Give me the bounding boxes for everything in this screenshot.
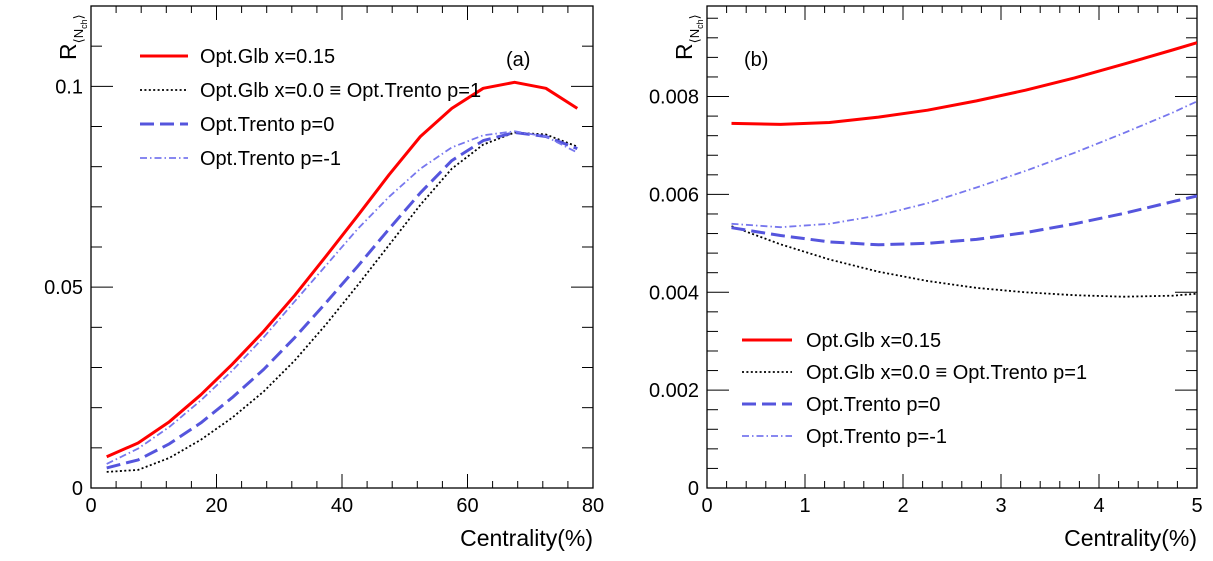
x-tick-label: 2 <box>897 495 908 517</box>
x-tick-label: 80 <box>582 495 604 517</box>
y-axis-title-sub: ⟨N <box>687 29 702 43</box>
x-tick-label: 20 <box>205 495 227 517</box>
x-tick-label: 0 <box>701 495 712 517</box>
y-tick-label: 0.004 <box>649 282 699 304</box>
data-curves <box>106 80 579 473</box>
y-tick-label: 0 <box>72 478 83 500</box>
y-tick-label: 0.002 <box>649 380 699 402</box>
y-tick-label: 0.006 <box>649 184 699 206</box>
y-tick-label: 0.008 <box>649 87 699 109</box>
y-axis-title-main: R <box>671 43 697 60</box>
plot-frame <box>706 5 1198 489</box>
x-axis-title: Centrality(%) <box>460 525 593 551</box>
y-axis-title: R⟨Nch⟩ <box>671 14 705 60</box>
panel-label: (b) <box>744 49 768 71</box>
y-tick-label: 0.05 <box>44 277 83 299</box>
x-tick-label: 1 <box>799 495 810 517</box>
y-tick-label: 0.1 <box>55 76 83 98</box>
legend: Opt.Glb x=0.15 Opt.Glb x=0.0 ≡ Opt.Trento… <box>742 330 1087 448</box>
legend-label: Opt.Glb x=0.15 <box>806 330 941 352</box>
y-tick-label: 0 <box>688 478 699 500</box>
panel-b: 0 1 2 3 4 5 0 0.002 0.004 0.006 0.008 Centrality(%)… <box>649 5 1203 551</box>
series-line <box>731 194 1197 247</box>
y-axis-title-main: R <box>55 43 81 60</box>
series-line <box>731 41 1197 126</box>
x-tick-label: 4 <box>1093 495 1104 517</box>
x-tick-label: 40 <box>331 495 353 517</box>
series-line <box>106 131 578 470</box>
x-tick-label: 0 <box>85 495 96 517</box>
series-line <box>106 80 579 459</box>
panel-label: (a) <box>506 49 530 71</box>
x-axis-title: Centrality(%) <box>1064 525 1197 551</box>
legend-label: Opt.Trento p=0 <box>200 114 334 136</box>
y-axis-title-close: ⟩ <box>71 14 86 19</box>
legend-label: Opt.Glb x=0.0 ≡ Opt.Trento p=1 <box>806 362 1087 384</box>
y-axis-title-close: ⟩ <box>687 14 702 19</box>
x-tick-label: 60 <box>456 495 478 517</box>
series-line <box>731 100 1197 229</box>
data-curves <box>731 41 1197 298</box>
legend-label: Opt.Trento p=0 <box>806 394 940 416</box>
y-axis-title-sub: ⟨N <box>71 29 86 43</box>
panel-a: 0 20 40 60 80 0 0.05 0.1 Centrality(%) R⟨Nch⟩ (a) O… <box>44 5 604 551</box>
series-line <box>106 131 578 473</box>
legend: Opt.Glb x=0.15 Opt.Glb x=0.0 ≡ Opt.Trento… <box>140 46 481 170</box>
series-line <box>106 130 578 465</box>
y-axis-title-subsub: ch <box>695 19 705 29</box>
y-axis-title: R⟨Nch⟩ <box>55 14 89 60</box>
legend-label: Opt.Glb x=0.15 <box>200 46 335 68</box>
y-axis-title-subsub: ch <box>79 19 89 29</box>
x-tick-label: 3 <box>995 495 1006 517</box>
legend-label: Opt.Trento p=-1 <box>200 148 341 170</box>
legend-label: Opt.Trento p=-1 <box>806 426 947 448</box>
x-tick-label: 5 <box>1191 495 1202 517</box>
legend-label: Opt.Glb x=0.0 ≡ Opt.Trento p=1 <box>200 80 481 102</box>
